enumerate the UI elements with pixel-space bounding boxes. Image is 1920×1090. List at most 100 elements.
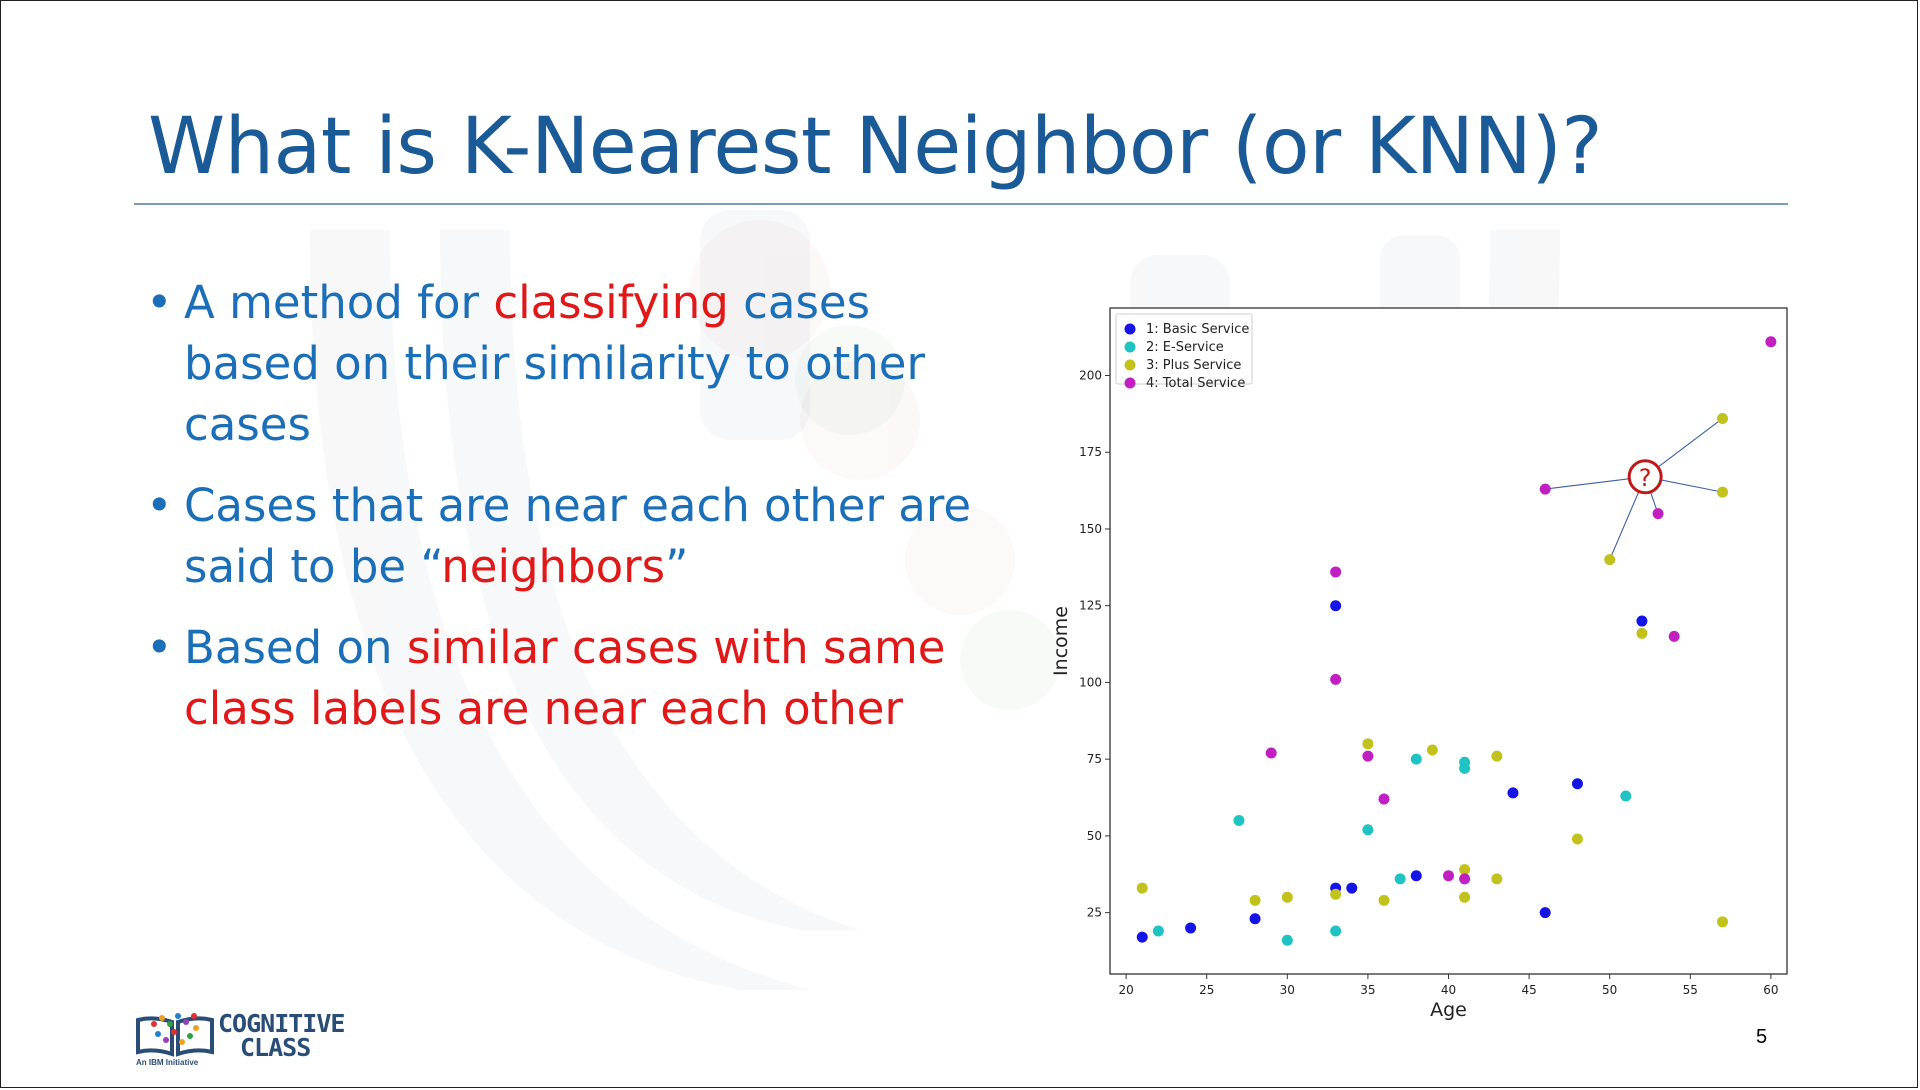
data-point	[1539, 483, 1551, 495]
legend-entry: 4: Total Service	[1146, 376, 1245, 391]
data-point	[1330, 600, 1342, 612]
data-point	[1330, 566, 1342, 578]
data-point	[1620, 790, 1632, 802]
data-point	[1571, 833, 1583, 845]
legend-marker	[1124, 341, 1136, 353]
data-point	[1717, 916, 1729, 928]
y-tick-label: 50	[1087, 829, 1102, 843]
y-tick-label: 150	[1079, 522, 1102, 536]
logo-wordmark: COGNITIVE CLASS	[218, 1009, 345, 1062]
page-number: 5	[1756, 1026, 1768, 1048]
data-point	[1346, 882, 1358, 894]
query-point-marker	[1627, 459, 1663, 495]
bullet-dot: •	[146, 621, 173, 674]
data-point	[1394, 873, 1406, 885]
legend-entry: 2: E-Service	[1146, 340, 1224, 355]
logo-line2: CLASS	[240, 1033, 311, 1062]
data-point	[1717, 412, 1729, 424]
data-point	[1281, 934, 1293, 946]
scatter-chart: 20 25 30 35 40 45 50 55 60 25 50 75 100 125 150 175 200 A…	[1040, 300, 1800, 1030]
legend-marker	[1124, 377, 1136, 389]
y-tick-label: 125	[1079, 599, 1102, 613]
y-tick-label: 175	[1079, 445, 1102, 459]
bullet-text: Cases that are near each other are said …	[184, 479, 972, 593]
data-point	[1539, 907, 1551, 919]
legend-entry: 1: Basic Service	[1146, 322, 1249, 337]
data-point	[1443, 870, 1454, 882]
bullet-highlight-text: neighbors	[441, 540, 666, 593]
bullet-item: • A method for classifying cases based on…	[146, 272, 986, 455]
data-point	[1233, 815, 1245, 827]
data-point	[1152, 925, 1164, 937]
bullet-text: Based on	[184, 621, 407, 674]
data-point	[1459, 756, 1471, 768]
data-point	[1426, 744, 1438, 756]
x-tick-label: 55	[1683, 983, 1698, 997]
data-point	[1249, 913, 1261, 925]
data-point	[1507, 787, 1519, 799]
x-tick-label: 60	[1763, 983, 1778, 997]
bullet-highlight-text: similar cases with same class labels are…	[184, 621, 946, 735]
data-point	[1459, 891, 1471, 903]
x-axis-label: Age	[1430, 999, 1467, 1021]
cognitive-class-logo: COGNITIVE CLASS An IBM Initiative	[134, 1008, 374, 1070]
x-tick-label: 30	[1280, 983, 1295, 997]
bullet-highlight-text: classifying	[493, 276, 729, 329]
bullet-dot: •	[146, 276, 173, 329]
bullet-list: • A method for classifying cases based on…	[146, 272, 986, 759]
data-point	[1668, 630, 1680, 642]
books-icon	[136, 1013, 214, 1057]
legend-marker	[1124, 359, 1136, 371]
data-point	[1410, 870, 1422, 882]
data-point	[1378, 793, 1390, 805]
data-point	[1378, 894, 1390, 906]
data-point	[1636, 627, 1648, 639]
logo-tagline: An IBM Initiative	[136, 1058, 199, 1067]
data-point	[1330, 888, 1342, 900]
data-point	[1362, 738, 1374, 750]
x-tick-label: 20	[1118, 983, 1133, 997]
data-point	[1717, 486, 1729, 498]
bullet-text: cases based on their similarity to other…	[184, 276, 925, 451]
data-point	[1281, 891, 1293, 903]
y-tick-label: 25	[1087, 906, 1102, 920]
data-point	[1362, 824, 1374, 836]
legend-marker	[1124, 323, 1136, 335]
bullet-item: • Cases that are near each other are said…	[146, 475, 986, 597]
data-point	[1459, 864, 1471, 876]
slide-title: What is K-Nearest Neighbor (or KNN)?	[148, 102, 1603, 192]
x-tick-label: 40	[1441, 983, 1456, 997]
y-axis-label: Income	[1050, 606, 1072, 676]
data-point	[1604, 554, 1616, 566]
y-tick-label: 100	[1079, 675, 1102, 689]
data-point	[1362, 750, 1374, 762]
bullet-text: ”	[665, 540, 689, 593]
logo-line1: COGNITIVE	[218, 1009, 345, 1038]
x-tick-label: 25	[1199, 983, 1214, 997]
chart-svg: 20 25 30 35 40 45 50 55 60 25 50 75 100 125 150 175 200 A…	[1050, 307, 1788, 1021]
data-point	[1136, 931, 1148, 943]
data-point	[1330, 925, 1342, 937]
data-point	[1136, 882, 1148, 894]
y-tick-label: 75	[1087, 752, 1102, 766]
data-point	[1491, 750, 1503, 762]
legend-box	[1115, 313, 1253, 385]
title-underline	[134, 203, 1788, 205]
data-point	[1265, 747, 1277, 759]
data-point	[1765, 336, 1777, 348]
data-point	[1652, 508, 1664, 520]
bullet-text: A method for	[184, 276, 494, 329]
data-point	[1571, 778, 1583, 790]
x-tick-label: 45	[1521, 983, 1536, 997]
x-tick-label: 50	[1602, 983, 1617, 997]
data-point	[1185, 922, 1197, 934]
data-point	[1491, 873, 1503, 885]
data-point	[1330, 673, 1342, 685]
data-point	[1410, 753, 1422, 765]
data-point	[1249, 894, 1261, 906]
bullet-dot: •	[146, 479, 173, 532]
y-tick-label: 200	[1079, 369, 1102, 383]
x-tick-label: 35	[1360, 983, 1375, 997]
bullet-item: • Based on similar cases with same class …	[146, 617, 986, 739]
data-point	[1459, 873, 1471, 885]
